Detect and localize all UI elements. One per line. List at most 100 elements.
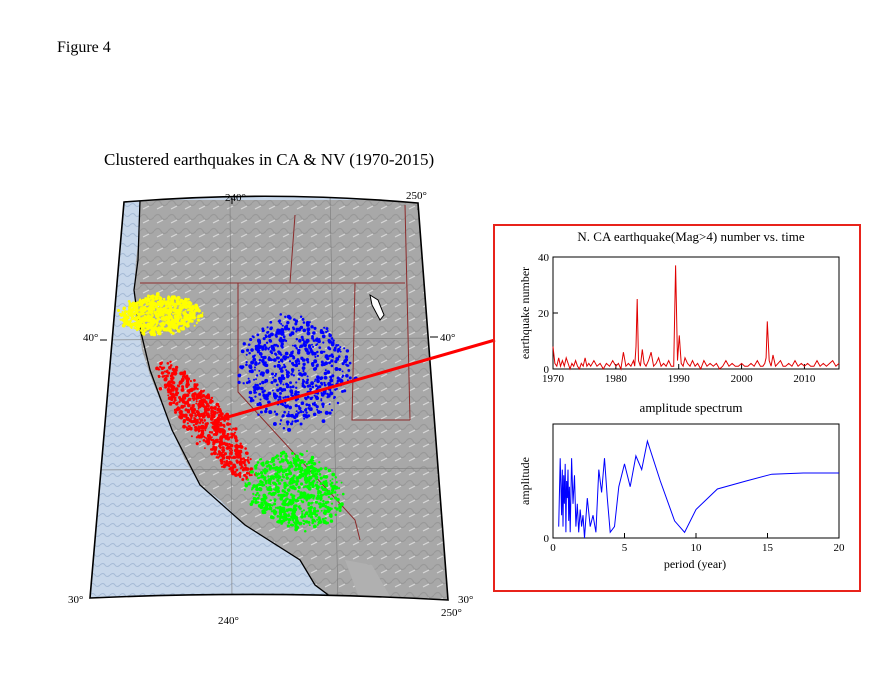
earthquake-dot bbox=[322, 350, 325, 353]
earthquake-dot bbox=[245, 381, 249, 385]
earthquake-dot bbox=[160, 366, 165, 370]
earthquake-dot bbox=[347, 364, 350, 367]
earthquake-dot bbox=[296, 419, 299, 423]
earthquake-dot bbox=[188, 426, 193, 431]
earthquake-dot bbox=[301, 335, 304, 339]
baja-peninsula bbox=[345, 560, 392, 600]
earthquake-dot bbox=[320, 486, 323, 489]
earthquake-dot bbox=[278, 460, 282, 464]
earthquake-dot bbox=[320, 393, 325, 397]
earthquake-dot bbox=[279, 516, 282, 519]
earthquake-dot bbox=[237, 380, 241, 385]
earthquake-dot bbox=[311, 474, 315, 478]
earthquake-dot bbox=[218, 440, 222, 444]
earthquake-dot bbox=[185, 416, 190, 421]
earthquake-dot bbox=[219, 446, 222, 449]
earthquake-dot bbox=[129, 302, 134, 307]
earthquake-dot bbox=[219, 423, 223, 427]
earthquake-dot bbox=[258, 361, 261, 364]
earthquake-dot bbox=[302, 378, 305, 381]
earthquake-dot bbox=[239, 442, 242, 446]
earthquake-dot bbox=[138, 320, 141, 323]
earthquake-dot bbox=[230, 429, 233, 431]
earthquake-dot bbox=[167, 312, 170, 315]
earthquake-dot bbox=[276, 383, 279, 386]
earthquake-dot bbox=[324, 467, 328, 471]
earthquake-dot bbox=[315, 496, 319, 500]
earthquake-dot bbox=[258, 369, 261, 372]
earthquake-dot bbox=[187, 379, 190, 382]
earthquake-dot bbox=[328, 393, 331, 396]
earthquake-dot bbox=[316, 523, 319, 526]
earthquake-dot bbox=[137, 313, 141, 317]
earthquake-dot bbox=[335, 343, 339, 347]
earthquake-dot bbox=[140, 324, 143, 328]
earthquake-dot bbox=[189, 302, 193, 305]
earthquake-dot bbox=[154, 295, 157, 298]
earthquake-dot bbox=[306, 375, 309, 378]
earthquake-dot bbox=[156, 331, 160, 334]
earthquake-dot bbox=[189, 311, 192, 314]
earthquake-dot bbox=[348, 376, 352, 380]
earthquake-dot bbox=[182, 394, 187, 398]
earthquake-dot bbox=[280, 374, 285, 378]
earthquake-dot bbox=[148, 314, 151, 317]
earthquake-dot bbox=[250, 360, 255, 365]
earthquake-dot bbox=[341, 390, 344, 393]
earthquake-dot bbox=[343, 359, 348, 364]
earthquake-dot bbox=[280, 478, 284, 482]
earthquake-dot bbox=[223, 460, 226, 463]
earthquake-dot bbox=[222, 434, 226, 438]
earthquake-dot bbox=[171, 322, 176, 327]
earthquake-dot bbox=[286, 484, 289, 487]
earthquake-dot bbox=[316, 375, 320, 380]
earthquake-dot bbox=[330, 364, 334, 368]
earthquake-dot bbox=[252, 336, 255, 339]
earthquake-dot bbox=[247, 377, 250, 380]
earthquake-dot bbox=[173, 372, 177, 376]
earthquake-dot bbox=[238, 462, 243, 466]
earthquake-dot bbox=[306, 360, 310, 364]
earthquake-dot bbox=[302, 492, 307, 497]
earthquake-dot bbox=[264, 346, 268, 349]
earthquake-dot bbox=[249, 397, 253, 401]
earthquake-dot bbox=[295, 410, 298, 413]
earthquake-dot bbox=[258, 482, 261, 485]
earthquake-dot bbox=[295, 346, 298, 349]
earthquake-dot bbox=[125, 319, 129, 323]
earthquake-dot bbox=[307, 344, 312, 348]
x-tick-label: 10 bbox=[691, 542, 703, 554]
earthquake-dot bbox=[146, 324, 151, 329]
earthquake-dot bbox=[158, 387, 163, 391]
earthquake-dot bbox=[269, 327, 273, 331]
earthquake-dot bbox=[284, 473, 287, 476]
chart2-xlabel: period (year) bbox=[664, 557, 726, 571]
earthquake-dot bbox=[314, 384, 318, 388]
earthquake-dot bbox=[290, 500, 295, 505]
earthquake-dot bbox=[197, 430, 201, 433]
earthquake-dot bbox=[179, 371, 183, 376]
earthquake-dot bbox=[336, 379, 340, 383]
earthquake-dot bbox=[174, 326, 178, 329]
x-tick-label: 1970 bbox=[542, 373, 565, 385]
earthquake-dot bbox=[313, 469, 316, 472]
earthquake-dot bbox=[299, 470, 302, 472]
earthquake-dot bbox=[277, 398, 280, 401]
earthquake-dot bbox=[302, 509, 306, 512]
earthquake-dot bbox=[289, 523, 293, 527]
earthquake-dot bbox=[265, 407, 268, 411]
earthquake-dot bbox=[285, 452, 288, 455]
earthquake-dot bbox=[300, 401, 305, 406]
earthquake-dot bbox=[143, 322, 146, 325]
earthquake-dot bbox=[273, 491, 277, 495]
earthquake-dot bbox=[135, 329, 139, 332]
earthquake-dot bbox=[254, 361, 258, 365]
earthquake-dot bbox=[155, 366, 159, 371]
earthquake-dot bbox=[318, 505, 322, 509]
earthquake-dot bbox=[261, 327, 265, 331]
earthquake-dot bbox=[286, 383, 290, 387]
earthquake-dot bbox=[151, 329, 154, 333]
y-tick-label: 20 bbox=[538, 308, 550, 320]
earthquake-dot bbox=[157, 374, 161, 378]
